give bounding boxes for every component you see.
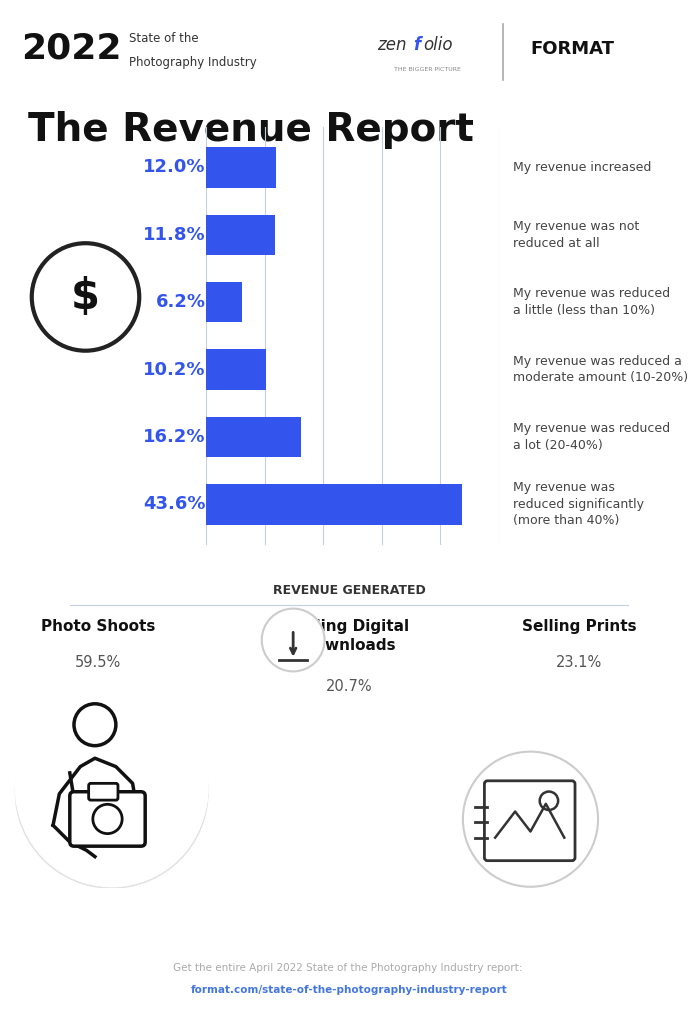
Text: My revenue was reduced
a lot (20-40%): My revenue was reduced a lot (20-40%) [514, 422, 671, 452]
Text: State of the: State of the [129, 32, 199, 45]
Text: $: $ [71, 275, 100, 318]
Text: REVENUE GENERATED: REVENUE GENERATED [273, 584, 425, 597]
Text: 23.1%: 23.1% [556, 654, 602, 670]
Text: olio: olio [424, 36, 453, 54]
Bar [206, 215, 275, 255]
Text: Photo Shoots: Photo Shoots [40, 620, 155, 634]
Text: f: f [413, 36, 420, 54]
Bar [206, 484, 461, 524]
FancyBboxPatch shape [70, 792, 145, 846]
Text: 6.2%: 6.2% [156, 293, 206, 311]
Text: 12.0%: 12.0% [143, 159, 206, 176]
FancyBboxPatch shape [484, 781, 575, 860]
Text: 16.2%: 16.2% [143, 428, 206, 445]
Bar [206, 349, 266, 390]
Text: zen: zen [377, 36, 406, 54]
Circle shape [262, 608, 325, 672]
Text: 20.7%: 20.7% [326, 680, 372, 694]
Text: The Revenue Report: The Revenue Report [28, 112, 474, 150]
Bar [206, 282, 242, 323]
Text: FORMAT: FORMAT [530, 40, 614, 57]
Text: 11.8%: 11.8% [143, 226, 206, 244]
Text: Get the entire April 2022 State of the Photography Industry report:: Get the entire April 2022 State of the P… [172, 963, 526, 973]
Text: format.com/state-of-the-photography-industry-report: format.com/state-of-the-photography-indu… [191, 985, 507, 995]
Text: My revenue was reduced
a little (less than 10%): My revenue was reduced a little (less th… [514, 288, 671, 317]
Text: My revenue was reduced a
moderate amount (10-20%): My revenue was reduced a moderate amount… [514, 354, 688, 384]
Text: Selling Digital
Downloads: Selling Digital Downloads [289, 620, 409, 653]
Text: 43.6%: 43.6% [143, 496, 206, 513]
Text: 59.5%: 59.5% [75, 654, 121, 670]
Text: Selling Prints: Selling Prints [522, 620, 637, 634]
Circle shape [463, 752, 598, 887]
FancyBboxPatch shape [89, 783, 118, 800]
Text: My revenue was not
reduced at all: My revenue was not reduced at all [514, 220, 639, 250]
Text: Photography Industry: Photography Industry [129, 56, 257, 70]
Text: My revenue increased: My revenue increased [514, 161, 652, 174]
Circle shape [15, 691, 208, 884]
Text: My revenue was
reduced significantly
(more than 40%): My revenue was reduced significantly (mo… [514, 481, 644, 527]
Text: 2022: 2022 [21, 32, 121, 66]
Text: 10.2%: 10.2% [143, 360, 206, 379]
Text: THE BIGGER PICTURE: THE BIGGER PICTURE [394, 68, 461, 72]
Bar [206, 147, 276, 187]
Bar [206, 417, 301, 457]
Circle shape [32, 244, 139, 350]
